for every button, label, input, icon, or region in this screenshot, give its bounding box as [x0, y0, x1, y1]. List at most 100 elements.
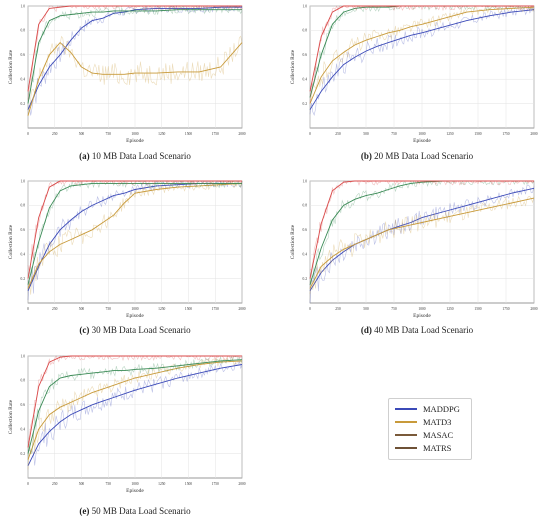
legend-entry-1: MATD3 [395, 416, 451, 428]
x-tick-label: 250 [52, 307, 58, 311]
y-axis-label: Collection Rate [290, 49, 296, 84]
x-tick-label: 1750 [212, 132, 219, 136]
x-tick-label: 750 [391, 132, 397, 136]
x-tick-label: 1000 [131, 482, 138, 486]
x-tick-label: 1250 [158, 482, 165, 486]
caption-e: (e) 50 MB Data Load Scenario [10, 506, 260, 516]
series-group [27, 355, 243, 456]
series-noise [27, 4, 243, 116]
series-line [27, 180, 242, 279]
series-group [309, 195, 535, 295]
chart-panel-a: 0 250 500 750 1000 1250 1500 1750 2000 0.2 0.4 0.6 0… [0, 0, 250, 148]
series-noise [27, 355, 243, 456]
caption-label-a: (a) [79, 151, 90, 161]
x-tick-label: 250 [335, 307, 341, 311]
x-tick-label: 750 [106, 482, 112, 486]
y-tick-label: 1.0 [21, 4, 26, 8]
y-tick-label: 0.8 [21, 29, 26, 33]
x-tick-label: 1500 [185, 132, 192, 136]
series-line [27, 5, 242, 92]
series-noise [309, 4, 535, 101]
series-group [27, 355, 243, 448]
y-tick-label: 0.6 [21, 403, 26, 407]
series-group [309, 4, 535, 104]
legend-entry-2: MASAC [395, 429, 453, 441]
x-tick-label: 0 [27, 307, 29, 311]
legend-entry-0: MADDPG [395, 403, 460, 415]
y-tick-label: 1.0 [21, 179, 26, 183]
chart-svg-b: 0 250 500 750 1000 1250 1500 1750 2000 0.2 0.4 0.6 0… [290, 4, 538, 144]
y-tick-label: 1.0 [303, 179, 308, 183]
series-group [27, 5, 243, 100]
legend: MADDPG MATD3 MASAC MATRS [388, 398, 472, 460]
y-tick-label: 0.2 [21, 277, 26, 281]
y-tick-label: 0.8 [303, 204, 308, 208]
series-noise [27, 180, 243, 301]
x-tick-label: 1750 [212, 307, 219, 311]
x-tick-label: 2000 [238, 307, 245, 311]
x-tick-label: 500 [363, 132, 369, 136]
series-line [309, 187, 535, 292]
series-line [309, 197, 535, 289]
legend-label-1: MATD3 [423, 417, 452, 427]
x-tick-label: 750 [106, 307, 112, 311]
x-tick-label: 1750 [212, 482, 219, 486]
x-tick-label: 2000 [238, 132, 245, 136]
caption-c: (c) 30 MB Data Load Scenario [10, 325, 260, 335]
x-tick-label: 1250 [446, 307, 453, 311]
y-tick-label: 0.8 [303, 29, 308, 33]
series-line [27, 41, 243, 116]
x-tick-label: 1500 [185, 482, 192, 486]
series-line [27, 182, 242, 291]
x-tick-label: 1000 [131, 132, 138, 136]
y-tick-label: 1.0 [21, 354, 26, 358]
y-tick-label: 0.2 [303, 277, 308, 281]
series-group [309, 5, 535, 104]
series-line [309, 180, 534, 279]
y-tick-label: 0.6 [21, 228, 26, 232]
series-noise [27, 180, 243, 272]
x-tick-label: 500 [363, 307, 369, 311]
y-tick-label: 0.8 [21, 379, 26, 383]
series-group [27, 179, 243, 285]
x-tick-label: 0 [27, 482, 29, 486]
series-group [27, 359, 243, 466]
series-group [27, 179, 243, 295]
x-tick-label: 250 [52, 132, 58, 136]
series-group [27, 180, 243, 301]
x-tick-label: 2000 [530, 132, 537, 136]
series-group [27, 35, 243, 116]
caption-label-b: (b) [360, 151, 372, 161]
x-axis-label: Episode [126, 313, 144, 319]
x-tick-label: 1750 [502, 307, 509, 311]
x-tick-label: 0 [309, 307, 311, 311]
x-tick-label: 250 [52, 482, 58, 486]
caption-text-c: 30 MB Data Load Scenario [89, 325, 191, 335]
series-line [27, 182, 243, 289]
y-tick-label: 0.4 [303, 253, 308, 257]
y-tick-label: 0.4 [303, 78, 308, 82]
caption-text-e: 50 MB Data Load Scenario [89, 506, 191, 516]
x-tick-label: 1000 [131, 307, 138, 311]
legend-swatch-0 [395, 408, 417, 410]
chart-svg-e: 0 250 500 750 1000 1250 1500 1750 2000 0.2 0.4 0.6 0… [8, 354, 246, 494]
series-line [309, 9, 535, 110]
y-tick-label: 0.8 [21, 204, 26, 208]
x-tick-label: 250 [335, 132, 341, 136]
x-tick-label: 1250 [158, 132, 165, 136]
series-noise [27, 179, 243, 295]
y-tick-label: 0.4 [21, 78, 26, 82]
x-tick-label: 2000 [530, 307, 537, 311]
series-noise [309, 5, 535, 104]
y-tick-label: 0.4 [21, 428, 26, 432]
chart-svg-a: 0 250 500 750 1000 1250 1500 1750 2000 0.2 0.4 0.6 0… [8, 4, 246, 144]
y-tick-label: 0.6 [303, 228, 308, 232]
x-tick-label: 750 [391, 307, 397, 311]
series-line [27, 355, 242, 448]
y-axis-label: Collection Rate [8, 49, 14, 84]
chart-panel-c: 0 250 500 750 1000 1250 1500 1750 2000 0.2 0.4 0.6 0… [0, 175, 250, 323]
legend-entry-3: MATRS [395, 442, 451, 454]
series-group [27, 356, 243, 470]
legend-swatch-1 [395, 421, 417, 423]
series-line [27, 360, 243, 460]
